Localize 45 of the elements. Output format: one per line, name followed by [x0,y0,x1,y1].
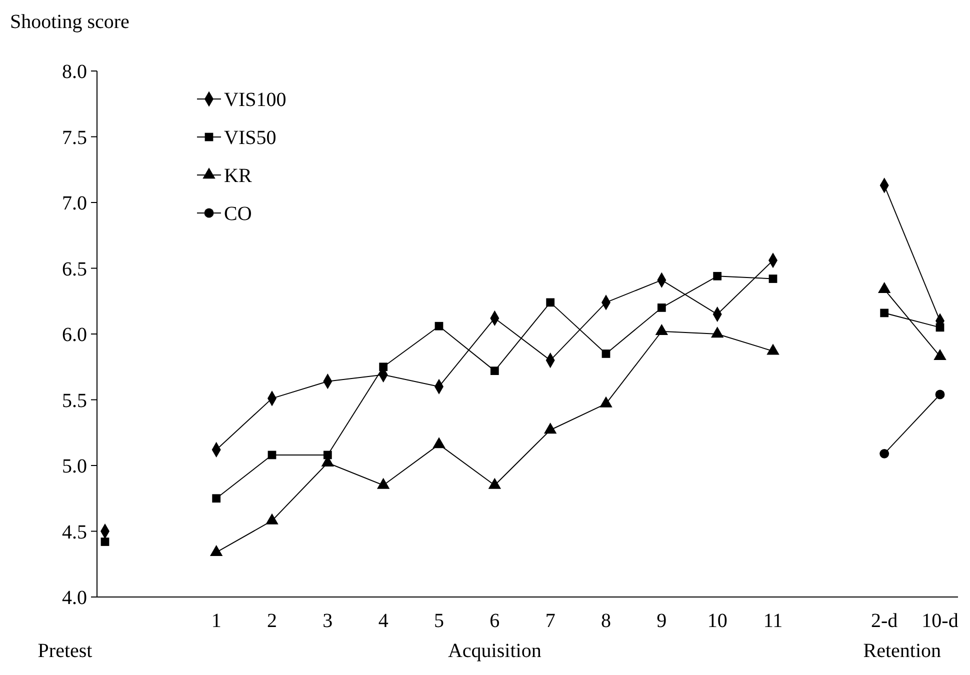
point [100,538,110,546]
y-tick-label: 7.0 [62,192,87,214]
x-tick-label: 9 [656,610,667,632]
x-tick-label: 2-d [870,610,898,632]
text: Retention [863,640,942,662]
x-tick-label: 3 [322,610,333,632]
point [713,272,722,280]
y-tick-label: 6.0 [62,324,87,346]
legend-label: VIS50 [224,127,276,149]
x-tick-label: 2 [267,610,277,632]
y-tick-label: 7.5 [62,126,87,149]
x-tick-label: 10 [707,610,728,632]
y-tick-label: 8.0 [62,61,87,83]
x-tick-label: 11 [763,610,783,632]
x-tick-label: 8 [601,610,611,632]
point [657,304,666,312]
point [212,494,221,503]
y-tick-label: 5.0 [62,456,87,478]
y-tick-label: 4.5 [62,521,87,544]
legend-label: KR [224,165,252,187]
point [546,298,555,307]
y-tick-label: 4.0 [62,587,87,609]
point [935,390,945,400]
point [880,448,890,458]
x-tick-label: 10-d [922,610,958,632]
point [880,308,889,318]
x-tick-label: 1 [211,610,222,632]
y-tick-label: 6.5 [62,258,87,280]
y-axis-title: Shooting score [10,11,130,33]
x-tick-label: 7 [545,610,556,632]
text: Pretest [38,640,93,662]
point [768,274,778,283]
legend-label: CO [224,203,252,225]
text: Acquisition [448,640,542,662]
x-tick-label: 6 [490,610,500,632]
y-tick-label: 5.5 [62,390,87,412]
x-tick-label: 4 [378,610,388,632]
point [602,350,610,358]
point [434,322,444,330]
point [379,362,388,372]
x-tick-label: 5 [434,610,444,632]
point [268,450,276,460]
point [936,323,944,332]
legend-label: VIS100 [224,89,286,111]
point [490,366,499,376]
